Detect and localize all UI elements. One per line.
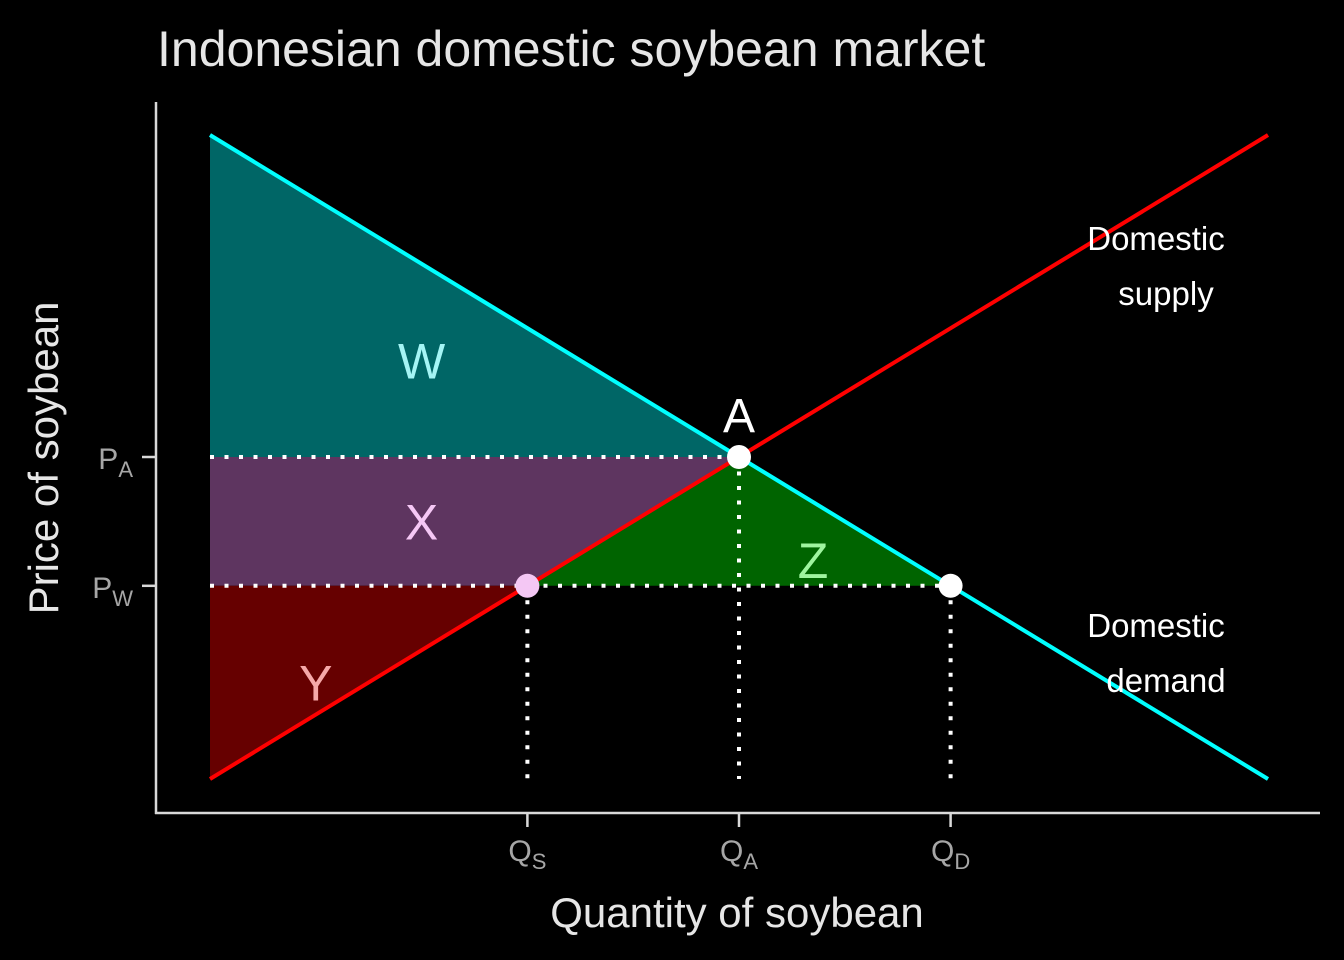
area-z: [527, 457, 951, 586]
x-tick-label-qa: QA: [720, 835, 758, 874]
point-q1: [515, 573, 540, 598]
x-tick-label-qd: QD: [931, 835, 970, 874]
area-label-z: Z: [798, 533, 829, 589]
tick-layer: PA PW QS QA QD: [92, 443, 970, 874]
point-layer: [515, 445, 963, 598]
x-tick-label-qs: QS: [508, 835, 546, 874]
guide-lines: [210, 455, 953, 779]
y-tick-label-pw: PW: [92, 572, 133, 611]
chart-title: Indonesian domestic soybean market: [157, 21, 985, 77]
label-layer: W X Y Z A Domestic supply Domestic demand: [299, 220, 1226, 711]
point-label-a: A: [723, 390, 755, 443]
x-axis-title: Quantity of soybean: [550, 889, 924, 936]
point-a: [727, 445, 751, 469]
y-tick-label-pa: PA: [98, 443, 133, 482]
supply-label: Domestic supply: [1087, 220, 1225, 312]
area-label-y: Y: [299, 655, 332, 711]
y-axis-title: Price of soybean: [20, 302, 67, 615]
demand-label: Domestic demand: [1087, 607, 1225, 699]
area-label-w: W: [398, 333, 446, 389]
point-q2: [938, 573, 963, 598]
area-label-x: X: [405, 494, 438, 550]
area-x: [210, 457, 739, 586]
